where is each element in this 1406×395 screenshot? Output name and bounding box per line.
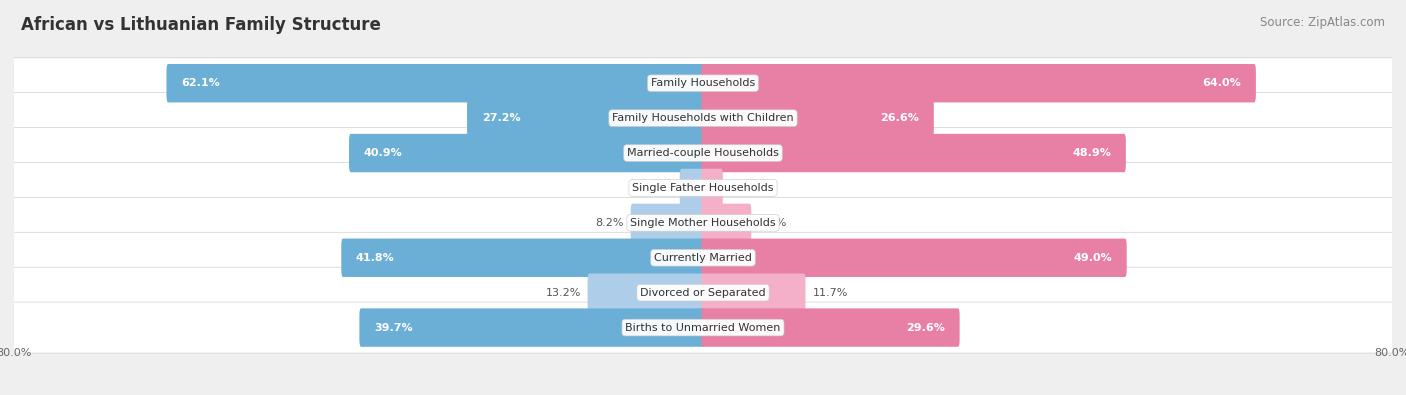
FancyBboxPatch shape [702,308,960,347]
FancyBboxPatch shape [11,267,1395,318]
FancyBboxPatch shape [588,273,704,312]
Text: 40.9%: 40.9% [364,148,402,158]
FancyBboxPatch shape [360,308,704,347]
Text: 13.2%: 13.2% [546,288,581,298]
FancyBboxPatch shape [702,204,751,242]
Text: African vs Lithuanian Family Structure: African vs Lithuanian Family Structure [21,16,381,34]
FancyBboxPatch shape [702,134,1126,172]
FancyBboxPatch shape [702,239,1126,277]
FancyBboxPatch shape [11,302,1395,353]
Text: Family Households with Children: Family Households with Children [612,113,794,123]
FancyBboxPatch shape [11,93,1395,144]
Text: 39.7%: 39.7% [374,323,412,333]
FancyBboxPatch shape [702,169,723,207]
Text: 41.8%: 41.8% [356,253,395,263]
Text: 64.0%: 64.0% [1202,78,1241,88]
FancyBboxPatch shape [679,169,704,207]
FancyBboxPatch shape [702,99,934,137]
FancyBboxPatch shape [166,64,704,102]
Text: Source: ZipAtlas.com: Source: ZipAtlas.com [1260,16,1385,29]
Text: Currently Married: Currently Married [654,253,752,263]
Text: Married-couple Households: Married-couple Households [627,148,779,158]
Text: 11.7%: 11.7% [813,288,848,298]
Text: 26.6%: 26.6% [880,113,920,123]
Text: 5.4%: 5.4% [758,218,786,228]
Text: 29.6%: 29.6% [905,323,945,333]
FancyBboxPatch shape [467,99,704,137]
FancyBboxPatch shape [702,64,1256,102]
FancyBboxPatch shape [11,198,1395,248]
Text: Single Father Households: Single Father Households [633,183,773,193]
FancyBboxPatch shape [11,232,1395,283]
FancyBboxPatch shape [11,58,1395,109]
FancyBboxPatch shape [631,204,704,242]
Text: 27.2%: 27.2% [482,113,520,123]
Text: Births to Unmarried Women: Births to Unmarried Women [626,323,780,333]
FancyBboxPatch shape [11,128,1395,179]
Text: 49.0%: 49.0% [1073,253,1112,263]
Text: Family Households: Family Households [651,78,755,88]
Text: 2.1%: 2.1% [730,183,758,193]
Text: 80.0%: 80.0% [0,348,32,358]
Text: Divorced or Separated: Divorced or Separated [640,288,766,298]
FancyBboxPatch shape [342,239,704,277]
FancyBboxPatch shape [11,162,1395,213]
Text: 62.1%: 62.1% [181,78,219,88]
Text: 48.9%: 48.9% [1073,148,1111,158]
FancyBboxPatch shape [349,134,704,172]
Text: 2.5%: 2.5% [644,183,673,193]
FancyBboxPatch shape [702,273,806,312]
Text: 8.2%: 8.2% [595,218,624,228]
Text: 80.0%: 80.0% [1374,348,1406,358]
Text: Single Mother Households: Single Mother Households [630,218,776,228]
